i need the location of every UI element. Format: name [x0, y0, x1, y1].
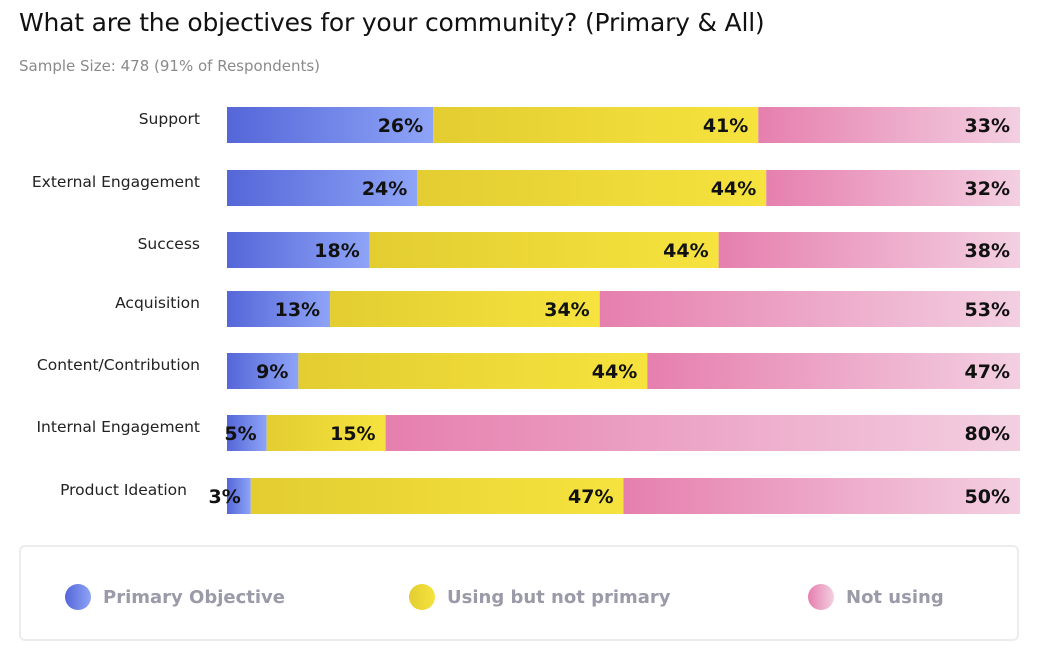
bar-primary-objective-success[interactable]: [227, 232, 370, 268]
legend-swatch-not-using: [808, 584, 834, 610]
data-label-not-using-external-engagement: 32%: [965, 178, 1010, 200]
data-label-not-using-product-ideation: 50%: [965, 486, 1010, 508]
legend-swatch-using: [409, 584, 435, 610]
chart-legend: Primary Objective Using but not primary …: [19, 545, 1019, 641]
bar-not-using-acquisition[interactable]: [599, 291, 1020, 327]
category-label-support: Support: [139, 110, 200, 128]
bar-primary-objective-content-contribution[interactable]: [227, 353, 299, 389]
bar-not-using-success[interactable]: [718, 232, 1020, 268]
bar-primary-objective-external-engagement[interactable]: [227, 170, 418, 206]
legend-swatch-primary: [65, 584, 91, 610]
data-label-not-using-success: 38%: [965, 240, 1010, 262]
data-label-primary-objective-support: 26%: [378, 115, 423, 137]
bar-not-using-external-engagement[interactable]: [766, 170, 1020, 206]
data-label-using-but-not-primary-internal-engagement: 15%: [330, 423, 375, 445]
data-label-primary-objective-success: 18%: [314, 240, 359, 262]
bar-primary-objective-product-ideation[interactable]: [227, 478, 251, 514]
bar-not-using-product-ideation[interactable]: [623, 478, 1021, 514]
data-label-not-using-support: 33%: [965, 115, 1010, 137]
bar-not-using-content-contribution[interactable]: [647, 353, 1020, 389]
bar-not-using-support[interactable]: [758, 107, 1020, 143]
legend-label-using: Using but not primary: [447, 586, 671, 608]
category-label-success: Success: [138, 235, 200, 253]
chart-title: What are the objectives for your communi…: [19, 8, 765, 37]
bar-using-but-not-primary-success[interactable]: [369, 232, 719, 268]
legend-item-not-using[interactable]: Not using: [808, 584, 944, 610]
data-label-using-but-not-primary-product-ideation: 47%: [568, 486, 613, 508]
bar-using-but-not-primary-internal-engagement[interactable]: [266, 415, 386, 451]
data-label-not-using-acquisition: 53%: [965, 299, 1010, 321]
data-label-primary-objective-internal-engagement: 5%: [224, 423, 256, 445]
legend-item-primary[interactable]: Primary Objective: [65, 584, 285, 610]
data-label-primary-objective-external-engagement: 24%: [362, 178, 407, 200]
data-label-using-but-not-primary-external-engagement: 44%: [711, 178, 756, 200]
bar-primary-objective-acquisition[interactable]: [227, 291, 331, 327]
legend-label-primary: Primary Objective: [103, 586, 285, 608]
category-label-internal-engagement: Internal Engagement: [36, 418, 200, 436]
bar-using-but-not-primary-content-contribution[interactable]: [298, 353, 648, 389]
legend-item-using[interactable]: Using but not primary: [409, 584, 671, 610]
category-label-external-engagement: External Engagement: [32, 173, 200, 191]
bar-primary-objective-support[interactable]: [227, 107, 434, 143]
bar-using-but-not-primary-external-engagement[interactable]: [417, 170, 767, 206]
data-label-not-using-internal-engagement: 80%: [965, 423, 1010, 445]
bar-primary-objective-internal-engagement[interactable]: [227, 415, 267, 451]
data-label-using-but-not-primary-support: 41%: [703, 115, 748, 137]
data-label-not-using-content-contribution: 47%: [965, 361, 1010, 383]
category-label-acquisition: Acquisition: [115, 294, 200, 312]
stacked-bar-chart: Support 26% 41% 33% External Engagement 24% 44…: [32, 107, 1021, 514]
chart-subtitle: Sample Size: 478 (91% of Respondents): [19, 57, 321, 75]
data-label-using-but-not-primary-content-contribution: 44%: [592, 361, 637, 383]
data-label-using-but-not-primary-acquisition: 34%: [544, 299, 589, 321]
data-label-primary-objective-product-ideation: 3%: [209, 486, 241, 508]
category-label-content-contribution: Content/Contribution: [37, 356, 200, 374]
legend-label-not-using: Not using: [846, 586, 944, 608]
bar-using-but-not-primary-acquisition[interactable]: [330, 291, 600, 327]
bar-not-using-internal-engagement[interactable]: [385, 415, 1021, 451]
category-label-product-ideation: Product Ideation: [60, 481, 187, 499]
data-label-primary-objective-acquisition: 13%: [275, 299, 320, 321]
bar-using-but-not-primary-support[interactable]: [433, 107, 759, 143]
data-label-primary-objective-content-contribution: 9%: [256, 361, 288, 383]
data-label-using-but-not-primary-success: 44%: [663, 240, 708, 262]
bar-using-but-not-primary-product-ideation[interactable]: [250, 478, 624, 514]
